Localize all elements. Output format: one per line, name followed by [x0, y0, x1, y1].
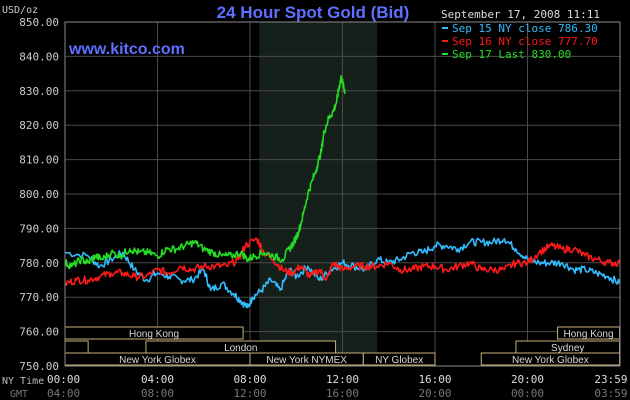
- session-label: NY Globex: [375, 355, 423, 366]
- legend-entry: Sep 15 NY close 786.30: [452, 22, 598, 35]
- legend-entry: Sep 16 NY close 777.70: [452, 35, 598, 48]
- x-axis: 00:0004:0004:0008:0008:0012:0012:0016:00…: [47, 373, 628, 400]
- session-label: New York Globex: [512, 355, 589, 366]
- y-tick-label: 750.00: [19, 360, 59, 373]
- x-tick-label-gmt: 00:00: [511, 387, 544, 400]
- website-label: www.kitco.com: [68, 41, 185, 58]
- y-tick-label: 810.00: [19, 154, 59, 167]
- y-tick-label: 790.00: [19, 222, 59, 235]
- date-label: September 17, 2008 11:11: [441, 8, 600, 21]
- session-label: New York NYMEX: [266, 355, 347, 366]
- x-tick-label-ny: 00:00: [47, 373, 80, 386]
- series-line: [64, 237, 621, 286]
- ny-time-label: NY Time: [2, 376, 44, 387]
- x-tick-label-gmt: 08:00: [141, 387, 174, 400]
- y-tick-label: 850.00: [19, 16, 59, 29]
- y-axis-label: USD/oz: [2, 5, 38, 16]
- x-tick-label-ny: 08:00: [233, 373, 266, 386]
- x-tick-label-ny: 04:00: [141, 373, 174, 386]
- gmt-label: GMT: [10, 389, 28, 400]
- session-bar: [64, 340, 89, 354]
- x-tick-label-ny: 20:00: [511, 373, 544, 386]
- plot-frame: [64, 21, 621, 367]
- series-lines: [64, 75, 621, 309]
- x-tick-label-gmt: 04:00: [47, 387, 80, 400]
- session-label: London: [224, 343, 257, 354]
- y-tick-label: 780.00: [19, 257, 59, 270]
- series-line: [64, 75, 346, 270]
- x-tick-label-ny: 16:00: [418, 373, 451, 386]
- x-tick-label-ny: 12:00: [326, 373, 359, 386]
- session-label: New York Globex: [119, 355, 196, 366]
- y-tick-label: 820.00: [19, 119, 59, 132]
- y-tick-label: 800.00: [19, 188, 59, 201]
- legend-entry: Sep 17 Last 830.00: [452, 48, 571, 61]
- y-tick-label: 770.00: [19, 291, 59, 304]
- session-label: Sydney: [551, 343, 584, 354]
- session-label: Hong Kong: [129, 329, 179, 340]
- x-tick-label-gmt: 12:00: [233, 387, 266, 400]
- session-bar: [362, 352, 436, 366]
- y-axis: 850.00 840.00 830.00 820.00 810.00 800.00 790.…: [19, 16, 59, 373]
- y-tick-label: 760.00: [19, 326, 59, 339]
- x-tick-label-gmt: 20:00: [418, 387, 451, 400]
- y-tick-label: 840.00: [19, 50, 59, 63]
- chart-title: 24 Hour Spot Gold (Bid): [217, 3, 410, 22]
- x-tick-label-ny: 23:59: [594, 373, 627, 386]
- y-tick-label: 830.00: [19, 85, 59, 98]
- x-tick-label-gmt: 16:00: [326, 387, 359, 400]
- x-tick-label-gmt: 03:59: [594, 387, 627, 400]
- session-label: Hong Kong: [564, 329, 614, 340]
